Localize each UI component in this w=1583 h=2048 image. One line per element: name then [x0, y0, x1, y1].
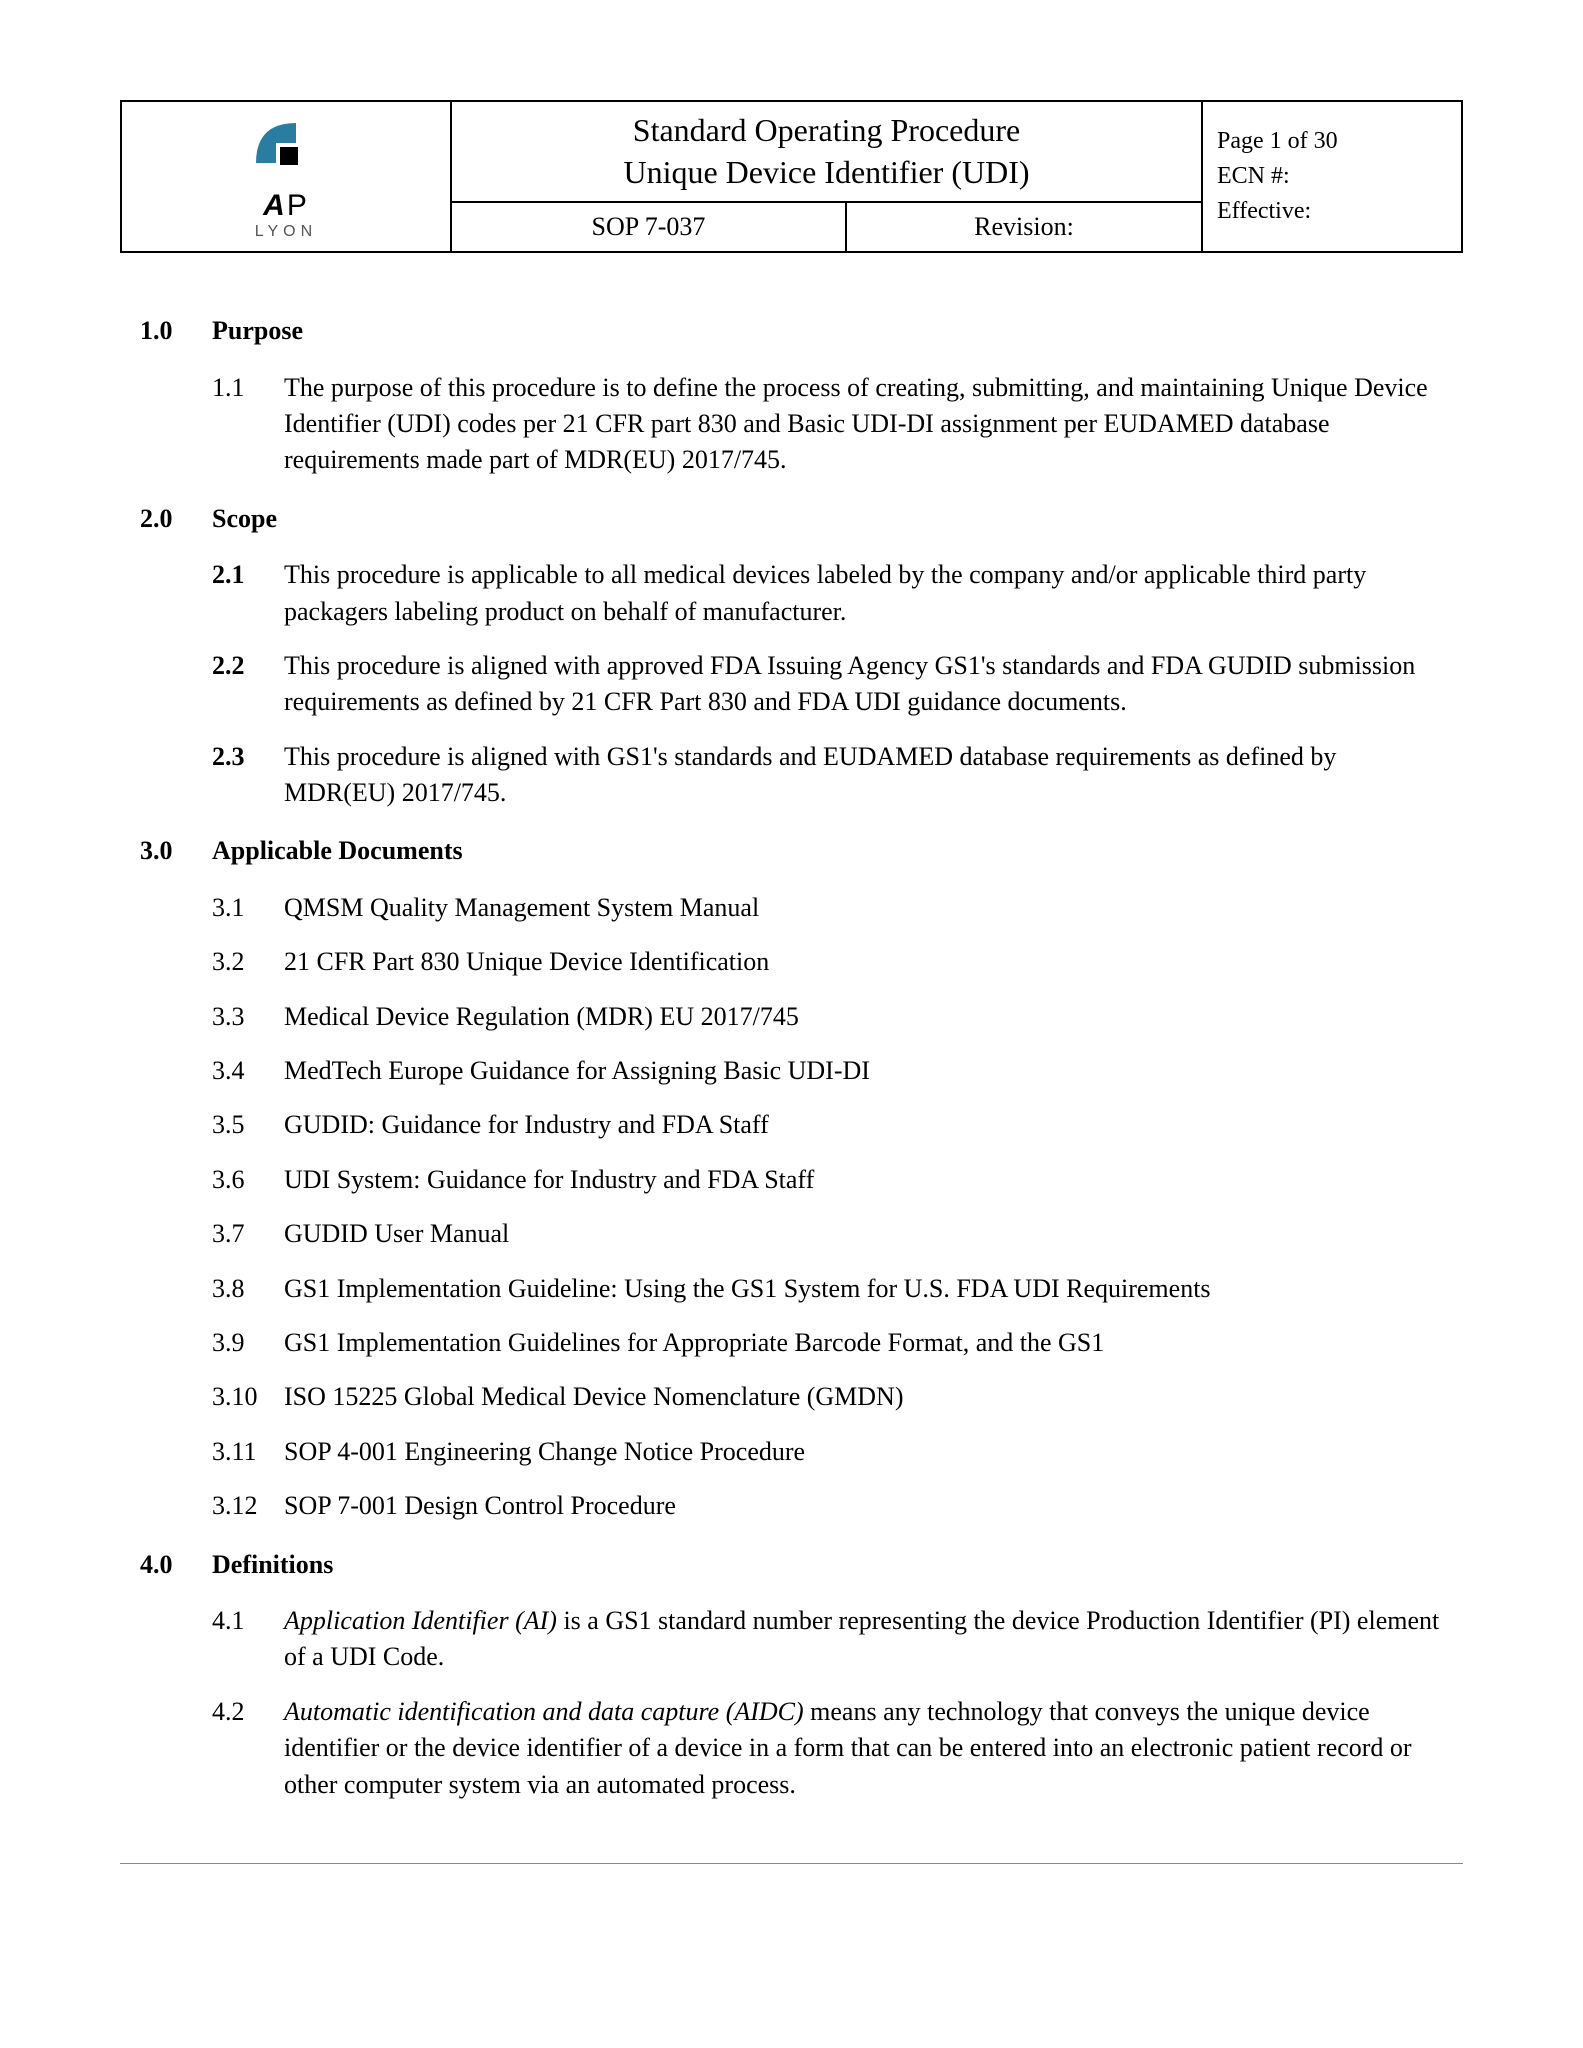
subsection-number: 3.9	[212, 1325, 284, 1361]
section-title: Purpose	[212, 313, 303, 349]
subsection-number: 2.2	[212, 648, 284, 721]
section-heading: 1.0Purpose	[140, 313, 1443, 349]
document-meta: Page 1 of 30 ECN #: Effective:	[1202, 101, 1462, 252]
subsection: 3.5GUDID: Guidance for Industry and FDA …	[140, 1107, 1443, 1143]
subsection: 3.12SOP 7-001 Design Control Procedure	[140, 1488, 1443, 1524]
subsection-number: 3.11	[212, 1434, 284, 1470]
section-number: 4.0	[140, 1547, 212, 1583]
sop-number: SOP 7-037	[451, 202, 846, 252]
subsection-number: 3.2	[212, 944, 284, 980]
subsection: 4.1Application Identifier (AI) is a GS1 …	[140, 1603, 1443, 1676]
logo-text-lyon: LYON	[246, 223, 326, 241]
subsection-text: GS1 Implementation Guidelines for Approp…	[284, 1325, 1443, 1361]
subsection: 3.3Medical Device Regulation (MDR) EU 20…	[140, 999, 1443, 1035]
logo-text-ap: AP	[246, 189, 326, 223]
section-heading: 3.0Applicable Documents	[140, 833, 1443, 869]
logo-icon	[246, 113, 326, 183]
logo-cell: AP LYON	[121, 101, 451, 252]
subsection-text: Automatic identification and data captur…	[284, 1694, 1443, 1803]
section-heading: 2.0Scope	[140, 501, 1443, 537]
subsection-text: GUDID: Guidance for Industry and FDA Sta…	[284, 1107, 1443, 1143]
subsection: 3.7GUDID User Manual	[140, 1216, 1443, 1252]
subsection: 3.10ISO 15225 Global Medical Device Nome…	[140, 1379, 1443, 1415]
subsection-number: 4.1	[212, 1603, 284, 1676]
section-title: Definitions	[212, 1547, 333, 1583]
subsection: 4.2Automatic identification and data cap…	[140, 1694, 1443, 1803]
ecn-number: ECN #:	[1217, 159, 1447, 194]
subsection: 3.9GS1 Implementation Guidelines for App…	[140, 1325, 1443, 1361]
subsection-number: 3.5	[212, 1107, 284, 1143]
section-title: Applicable Documents	[212, 833, 463, 869]
subsection-text: UDI System: Guidance for Industry and FD…	[284, 1162, 1443, 1198]
subsection-text: SOP 7-001 Design Control Procedure	[284, 1488, 1443, 1524]
section-title: Scope	[212, 501, 277, 537]
subsection-number: 2.1	[212, 557, 284, 630]
subsection-number: 3.3	[212, 999, 284, 1035]
logo: AP LYON	[246, 113, 326, 241]
subsection: 3.221 CFR Part 830 Unique Device Identif…	[140, 944, 1443, 980]
subsection-number: 3.7	[212, 1216, 284, 1252]
subsection-number: 3.10	[212, 1379, 284, 1415]
subsection-text: 21 CFR Part 830 Unique Device Identifica…	[284, 944, 1443, 980]
subsection-number: 3.1	[212, 890, 284, 926]
document-title: Standard Operating Procedure Unique Devi…	[451, 101, 1202, 202]
subsection: 2.1This procedure is applicable to all m…	[140, 557, 1443, 630]
subsection: 3.1QMSM Quality Management System Manual	[140, 890, 1443, 926]
subsection-number: 3.6	[212, 1162, 284, 1198]
subsection-number: 1.1	[212, 370, 284, 479]
subsection: 1.1The purpose of this procedure is to d…	[140, 370, 1443, 479]
subsection-number: 4.2	[212, 1694, 284, 1803]
footer-rule	[120, 1863, 1463, 1864]
section: 3.0Applicable Documents 3.1QMSM Quality M…	[140, 833, 1443, 1524]
subsection-text: GS1 Implementation Guideline: Using the …	[284, 1271, 1443, 1307]
subsection: 3.8GS1 Implementation Guideline: Using t…	[140, 1271, 1443, 1307]
title-line1: Standard Operating Procedure	[466, 110, 1187, 152]
subsection-text: This procedure is aligned with GS1's sta…	[284, 739, 1443, 812]
section-number: 1.0	[140, 313, 212, 349]
subsection-text: GUDID User Manual	[284, 1216, 1443, 1252]
revision-label: Revision:	[846, 202, 1202, 252]
subsection-number: 3.8	[212, 1271, 284, 1307]
document-body: 1.0Purpose 1.1The purpose of this procedu…	[120, 313, 1463, 1803]
title-line2: Unique Device Identifier (UDI)	[466, 152, 1187, 194]
section: 2.0Scope 2.1This procedure is applicable …	[140, 501, 1443, 812]
section-number: 3.0	[140, 833, 212, 869]
subsection-number: 3.4	[212, 1053, 284, 1089]
subsection-text: QMSM Quality Management System Manual	[284, 890, 1443, 926]
subsection-number: 3.12	[212, 1488, 284, 1524]
subsection-text: This procedure is applicable to all medi…	[284, 557, 1443, 630]
definition-term: Automatic identification and data captur…	[284, 1697, 804, 1726]
section: 4.0Definitions 4.1Application Identifier …	[140, 1547, 1443, 1803]
subsection: 3.6UDI System: Guidance for Industry and…	[140, 1162, 1443, 1198]
subsection-number: 2.3	[212, 739, 284, 812]
page-number: Page 1 of 30	[1217, 124, 1447, 159]
subsection-text: Medical Device Regulation (MDR) EU 2017/…	[284, 999, 1443, 1035]
definition-term: Application Identifier (AI)	[284, 1606, 557, 1635]
subsection: 2.3This procedure is aligned with GS1's …	[140, 739, 1443, 812]
subsection: 3.11SOP 4-001 Engineering Change Notice …	[140, 1434, 1443, 1470]
section: 1.0Purpose 1.1The purpose of this procedu…	[140, 313, 1443, 479]
subsection-text: This procedure is aligned with approved …	[284, 648, 1443, 721]
subsection-text: MedTech Europe Guidance for Assigning Ba…	[284, 1053, 1443, 1089]
effective-date: Effective:	[1217, 194, 1447, 229]
document-header-table: AP LYON Standard Operating Procedure Uni…	[120, 100, 1463, 253]
subsection: 2.2This procedure is aligned with approv…	[140, 648, 1443, 721]
section-number: 2.0	[140, 501, 212, 537]
subsection: 3.4MedTech Europe Guidance for Assigning…	[140, 1053, 1443, 1089]
subsection-text: SOP 4-001 Engineering Change Notice Proc…	[284, 1434, 1443, 1470]
subsection-text: ISO 15225 Global Medical Device Nomencla…	[284, 1379, 1443, 1415]
section-heading: 4.0Definitions	[140, 1547, 1443, 1583]
subsection-text: The purpose of this procedure is to defi…	[284, 370, 1443, 479]
subsection-text: Application Identifier (AI) is a GS1 sta…	[284, 1603, 1443, 1676]
